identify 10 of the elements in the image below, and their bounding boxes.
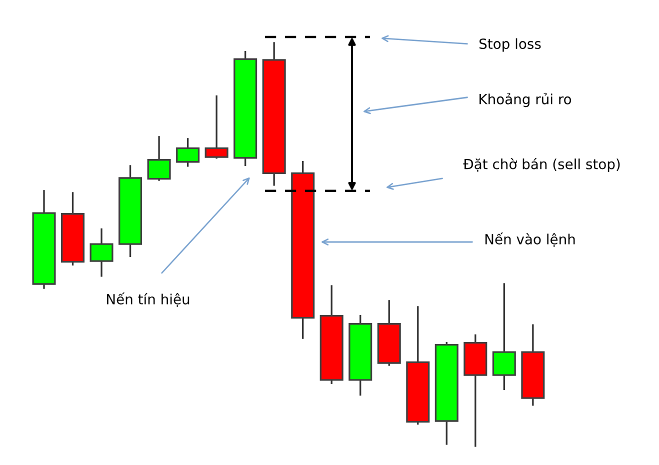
candlestick bbox=[176, 138, 200, 167]
candlestick bbox=[492, 283, 516, 390]
annotation: Nến tín hiệu bbox=[107, 292, 190, 307]
annotation: Nến vào lệnh bbox=[485, 232, 575, 247]
annotation: Stop loss bbox=[480, 38, 541, 52]
candlestick bbox=[90, 228, 114, 277]
candlestick bbox=[147, 136, 171, 181]
annotation: Đặt chờ bán (sell stop) bbox=[463, 158, 620, 172]
candlestick bbox=[204, 95, 228, 159]
annotation: Khoảng rủi ro bbox=[480, 92, 572, 108]
